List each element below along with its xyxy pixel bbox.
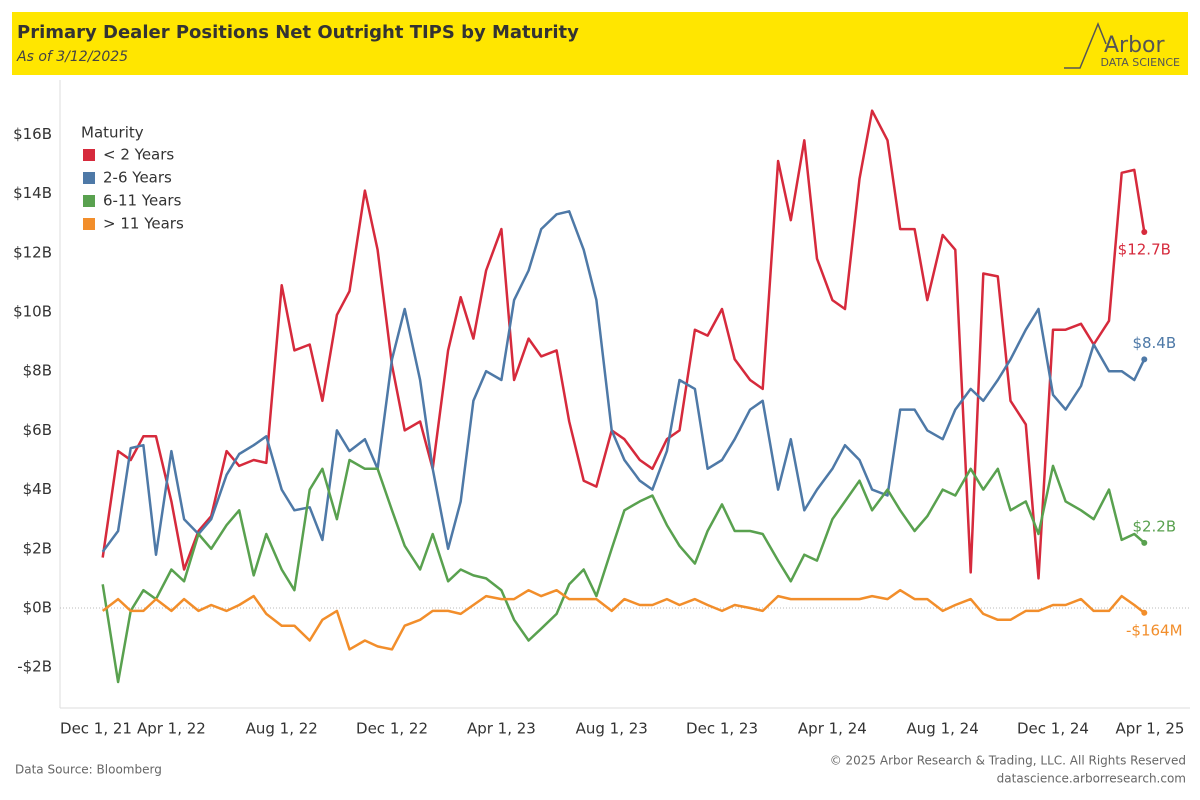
x-tick-label: Apr 1, 23 (467, 720, 536, 738)
series-line (101, 109, 1146, 580)
y-tick-label: $14B (13, 184, 52, 202)
legend-label: 2-6 Years (103, 169, 172, 187)
legend-label: > 11 Years (103, 215, 184, 233)
end-label: $2.2B (1132, 517, 1176, 535)
x-tick-label: Dec 1, 22 (356, 720, 428, 738)
y-tick-label: $12B (13, 243, 52, 261)
x-tick-label: Dec 1, 21 (60, 720, 132, 738)
series-line (101, 588, 1146, 651)
end-point (1141, 356, 1148, 363)
end-label: -$164M (1126, 621, 1183, 639)
copyright: © 2025 Arbor Research & Trading, LLC. Al… (830, 754, 1186, 768)
legend-label: 6-11 Years (103, 192, 182, 210)
end-point (1141, 609, 1148, 616)
y-tick-label: $10B (13, 302, 52, 320)
x-tick-label: Aug 1, 23 (576, 720, 648, 738)
y-tick-label: $4B (23, 480, 52, 498)
logo-tagline: DATA SCIENCE (1100, 56, 1180, 69)
legend-swatch (83, 149, 95, 161)
header-band (12, 12, 1188, 75)
chart-subtitle: As of 3/12/2025 (16, 49, 128, 65)
legend-swatch (83, 172, 95, 184)
y-tick-label: $6B (23, 421, 52, 439)
x-tick-label: Aug 1, 22 (246, 720, 318, 738)
y-tick-label: $2B (23, 539, 52, 557)
x-tick-label: Apr 1, 25 (1116, 720, 1185, 738)
end-point (1141, 229, 1148, 236)
x-tick-label: Dec 1, 23 (686, 720, 758, 738)
logo-mark (1064, 22, 1107, 69)
end-point (1141, 539, 1148, 546)
end-label: $8.4B (1132, 334, 1176, 352)
x-tick-label: Apr 1, 22 (137, 720, 206, 738)
y-tick-label: -$2B (17, 658, 52, 676)
legend-swatch (83, 195, 95, 207)
series-line (101, 458, 1146, 684)
legend-title: Maturity (81, 124, 144, 142)
y-tick-label: $8B (23, 362, 52, 380)
end-label: $12.7B (1118, 241, 1171, 259)
website: datascience.arborresearch.com (997, 772, 1186, 786)
chart-title: Primary Dealer Positions Net Outright TI… (17, 22, 579, 43)
x-tick-label: Aug 1, 24 (907, 720, 979, 738)
x-tick-label: Apr 1, 24 (798, 720, 867, 738)
legend-swatch (83, 218, 95, 230)
y-tick-label: $0B (23, 598, 52, 616)
series-line (101, 210, 1146, 556)
logo-name: Arbor (1104, 33, 1166, 58)
y-tick-label: $16B (13, 125, 52, 143)
legend-label: < 2 Years (103, 146, 174, 164)
source: Data Source: Bloomberg (15, 763, 162, 777)
x-tick-label: Dec 1, 24 (1017, 720, 1089, 738)
